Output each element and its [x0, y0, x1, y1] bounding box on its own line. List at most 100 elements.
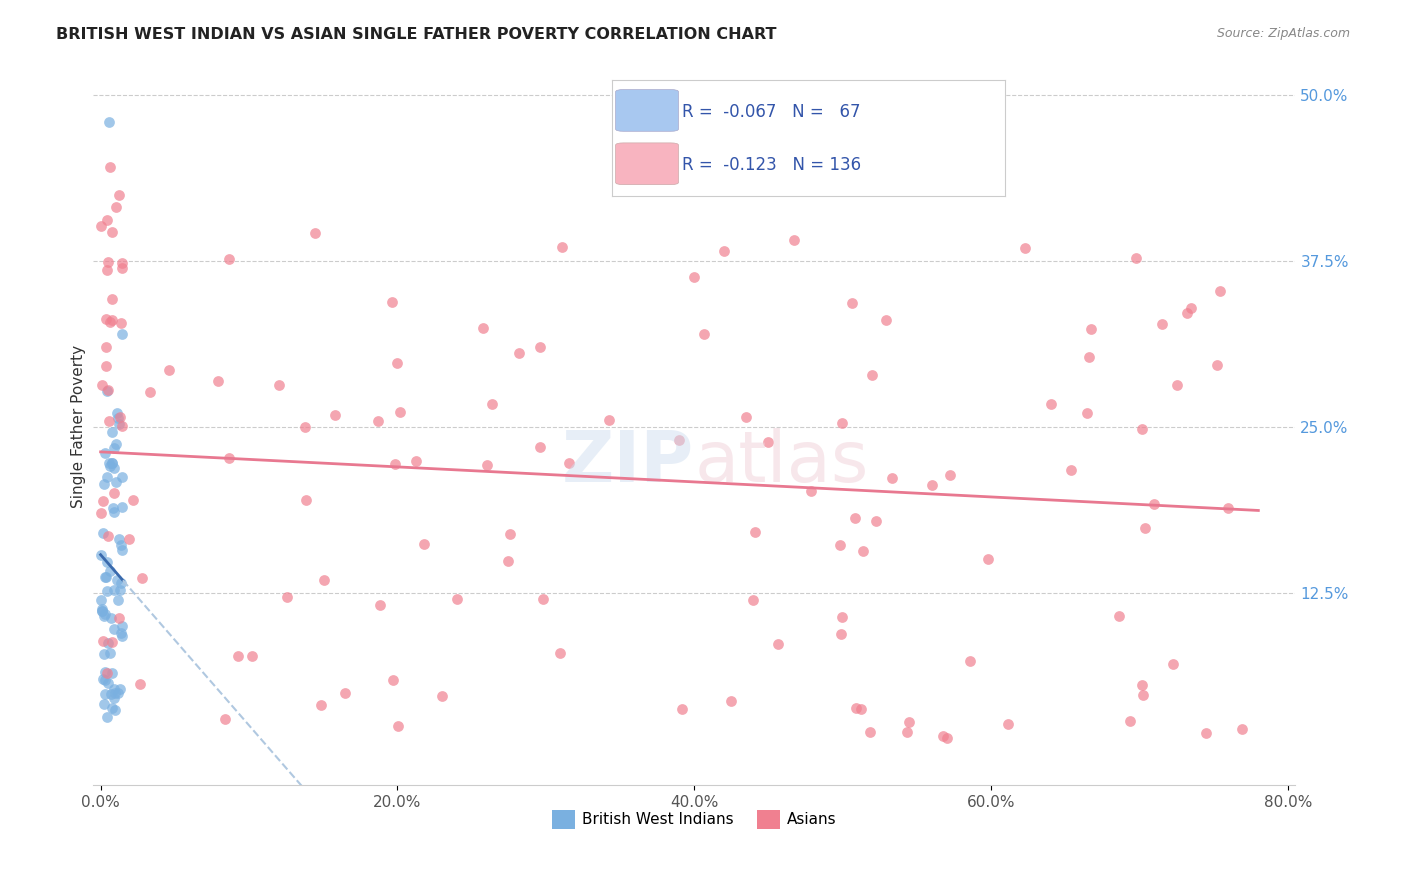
Point	[110, 255, 132, 269]
Point	[720, 694, 742, 708]
Point	[96, 212, 118, 227]
Point	[882, 471, 904, 485]
Point	[214, 712, 236, 726]
Point	[105, 201, 128, 215]
Point	[97, 383, 120, 397]
Point	[103, 486, 125, 500]
Text: atlas: atlas	[695, 428, 869, 497]
Point	[107, 417, 129, 432]
Point	[309, 698, 332, 712]
Point	[157, 362, 180, 376]
Point	[91, 494, 114, 508]
Point	[111, 326, 134, 341]
Point	[111, 500, 134, 515]
Point	[858, 724, 880, 739]
Point	[384, 458, 406, 472]
Point	[368, 598, 391, 612]
Point	[766, 637, 789, 651]
Point	[1150, 317, 1173, 331]
Point	[111, 469, 134, 483]
Point	[921, 478, 943, 492]
Point	[240, 648, 263, 663]
Point	[107, 410, 129, 425]
Point	[90, 378, 112, 392]
Point	[100, 611, 122, 625]
Point	[93, 607, 115, 622]
Point	[94, 673, 117, 688]
Point	[101, 665, 124, 680]
Text: Source: ZipAtlas.com: Source: ZipAtlas.com	[1216, 27, 1350, 40]
Point	[481, 397, 503, 411]
FancyBboxPatch shape	[616, 143, 679, 185]
Point	[108, 582, 131, 597]
Text: BRITISH WEST INDIAN VS ASIAN SINGLE FATHER POVERTY CORRELATION CHART: BRITISH WEST INDIAN VS ASIAN SINGLE FATH…	[56, 27, 776, 42]
Point	[1206, 358, 1229, 372]
Point	[828, 539, 851, 553]
Point	[110, 538, 132, 552]
Point	[100, 456, 122, 470]
Point	[267, 378, 290, 392]
Text: R =  -0.067   N =   67: R = -0.067 N = 67	[682, 103, 860, 120]
Point	[323, 409, 346, 423]
Point	[103, 583, 125, 598]
Point	[831, 610, 853, 624]
Point	[218, 252, 240, 266]
Point	[100, 312, 122, 326]
Point	[897, 714, 920, 729]
Point	[207, 374, 229, 388]
Point	[139, 384, 162, 399]
Point	[938, 468, 960, 483]
Point	[558, 456, 581, 470]
Point	[405, 454, 427, 468]
Point	[93, 477, 115, 491]
Point	[849, 702, 872, 716]
Point	[959, 654, 981, 668]
Point	[98, 564, 121, 578]
Point	[98, 315, 121, 329]
Point	[896, 725, 918, 739]
Point	[103, 682, 125, 697]
FancyBboxPatch shape	[616, 89, 679, 131]
Point	[96, 570, 118, 584]
Point	[1076, 406, 1098, 420]
Point	[1135, 521, 1157, 535]
Point	[91, 604, 114, 618]
Point	[104, 686, 127, 700]
Point	[90, 548, 112, 562]
Y-axis label: Single Father Poverty: Single Father Poverty	[72, 345, 86, 508]
Point	[312, 573, 335, 587]
Point	[226, 648, 249, 663]
Point	[98, 646, 121, 660]
Point	[96, 340, 118, 354]
Point	[107, 686, 129, 700]
Point	[1132, 688, 1154, 702]
Point	[105, 437, 128, 451]
Point	[93, 697, 115, 711]
Point	[107, 188, 129, 202]
Point	[97, 529, 120, 543]
Point	[1060, 463, 1083, 477]
Point	[682, 269, 704, 284]
Point	[830, 626, 852, 640]
Point	[103, 622, 125, 636]
Point	[598, 413, 620, 427]
Point	[1230, 723, 1253, 737]
Point	[103, 505, 125, 519]
Point	[333, 686, 356, 700]
Point	[105, 406, 128, 420]
Point	[218, 451, 240, 466]
Point	[93, 445, 115, 459]
Point	[387, 719, 409, 733]
Point	[131, 571, 153, 585]
Point	[845, 701, 868, 715]
Point	[96, 262, 118, 277]
Point	[108, 681, 131, 696]
Point	[529, 340, 551, 354]
Point	[97, 456, 120, 470]
Point	[875, 312, 897, 326]
Point	[1175, 305, 1198, 319]
Point	[1078, 350, 1101, 364]
Point	[1014, 241, 1036, 255]
Point	[742, 593, 765, 607]
Point	[110, 575, 132, 590]
